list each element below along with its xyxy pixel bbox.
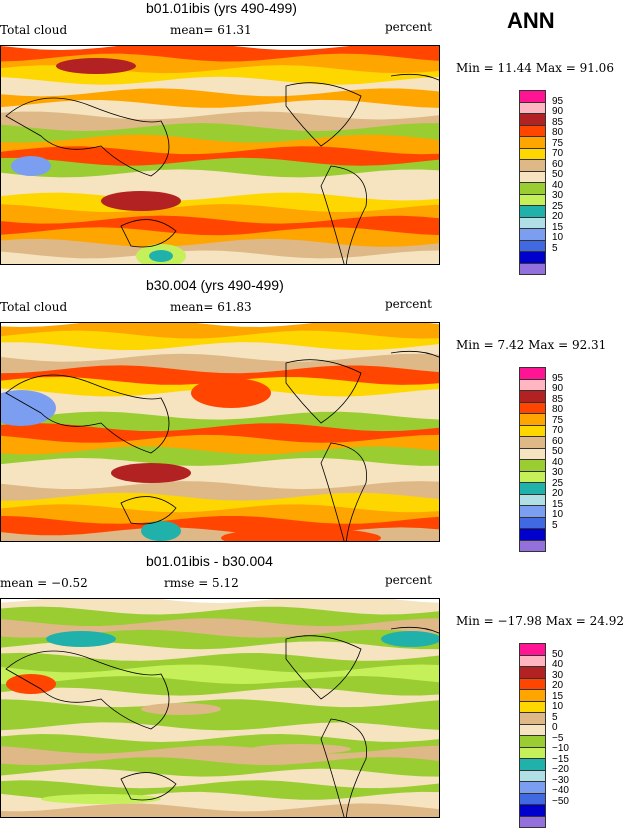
min-max-label: Min = 11.44 Max = 91.06 bbox=[456, 61, 614, 75]
contour-region bbox=[251, 744, 351, 754]
colorbar-tick-label: 10 bbox=[552, 232, 563, 243]
colorbar-tick-label: 70 bbox=[552, 148, 563, 159]
contour-region bbox=[149, 250, 173, 262]
panel-left-label: mean = −0.52 bbox=[0, 576, 88, 590]
colorbar-tick-label: 5 bbox=[552, 520, 558, 531]
colorbar-tick-label: −30 bbox=[552, 775, 569, 786]
colorbar-tick-label: 15 bbox=[552, 499, 563, 510]
panel-left-label: Total cloud bbox=[0, 23, 67, 37]
colorbar-tick-label: −20 bbox=[552, 764, 569, 775]
colorbar-tick-label: 15 bbox=[552, 222, 563, 233]
colorbar-tick-label: 50 bbox=[552, 446, 563, 457]
colorbar bbox=[519, 368, 546, 552]
colorbar-tick-label: 75 bbox=[552, 138, 563, 149]
colorbar-tick-label: 10 bbox=[552, 509, 563, 520]
colorbar-tick-label: −40 bbox=[552, 785, 569, 796]
contour-region bbox=[191, 378, 271, 408]
colorbar-tick-label: 20 bbox=[552, 488, 563, 499]
panel-center-label: mean= 61.83 bbox=[170, 300, 252, 314]
min-max-label: Min = 7.42 Max = 92.31 bbox=[456, 338, 606, 352]
colorbar-tick-label: 30 bbox=[552, 467, 563, 478]
colorbar-tick-label: 30 bbox=[552, 670, 563, 681]
panel-title: b01.01ibis - b30.004 bbox=[146, 553, 273, 569]
colorbar-tick-label: 5 bbox=[552, 712, 558, 723]
contour-map bbox=[0, 598, 440, 818]
contour-region bbox=[41, 794, 161, 804]
contour-region bbox=[46, 631, 116, 647]
units-label: percent bbox=[385, 297, 432, 311]
colorbar-tick-label: 80 bbox=[552, 404, 563, 415]
colorbar-tick-label: 60 bbox=[552, 436, 563, 447]
colorbar-tick-label: 20 bbox=[552, 680, 563, 691]
colorbar-tick-label: −10 bbox=[552, 743, 569, 754]
season-label: ANN bbox=[507, 8, 555, 34]
colorbar bbox=[519, 644, 546, 828]
colorbar-tick-label: 75 bbox=[552, 415, 563, 426]
colorbar-tick-label: 40 bbox=[552, 457, 563, 468]
colorbar-tick-label: 30 bbox=[552, 190, 563, 201]
colorbar-tick-label: 90 bbox=[552, 383, 563, 394]
contour-region bbox=[11, 156, 51, 176]
colorbar-tick-label: 70 bbox=[552, 425, 563, 436]
colorbar-tick-label: 95 bbox=[552, 373, 563, 384]
colorbar-tick-label: 25 bbox=[552, 201, 563, 212]
colorbar-tick-label: 40 bbox=[552, 180, 563, 191]
colorbar-tick-label: 50 bbox=[552, 169, 563, 180]
units-label: percent bbox=[385, 20, 432, 34]
panel-center-label: rmse = 5.12 bbox=[164, 576, 239, 590]
colorbar-tick-label: −50 bbox=[552, 796, 569, 807]
colorbar-tick-label: 0 bbox=[552, 722, 558, 733]
colorbar-tick-label: 85 bbox=[552, 394, 563, 405]
colorbar-tick-label: 80 bbox=[552, 127, 563, 138]
colorbar-tick-label: 15 bbox=[552, 691, 563, 702]
colorbar-tick-label: 20 bbox=[552, 211, 563, 222]
colorbar-tick-label: 10 bbox=[552, 701, 563, 712]
colorbar-tick-label: 25 bbox=[552, 478, 563, 489]
colorbar-tick-label: 95 bbox=[552, 96, 563, 107]
contour-region bbox=[101, 191, 181, 211]
contour-region bbox=[381, 631, 440, 647]
panel-title: b30.004 (yrs 490-499) bbox=[146, 277, 284, 293]
colorbar bbox=[519, 91, 546, 275]
contour-region bbox=[111, 463, 191, 483]
contour-region bbox=[56, 58, 136, 74]
contour-map bbox=[0, 322, 440, 542]
colorbar-swatch bbox=[519, 540, 546, 553]
colorbar-tick-label: 85 bbox=[552, 117, 563, 128]
panel-left-label: Total cloud bbox=[0, 300, 67, 314]
colorbar-tick-label: 60 bbox=[552, 159, 563, 170]
contour-map bbox=[0, 45, 440, 265]
colorbar-tick-label: −5 bbox=[552, 733, 563, 744]
contour-region bbox=[6, 674, 56, 694]
colorbar-tick-label: −15 bbox=[552, 754, 569, 765]
colorbar-tick-label: 50 bbox=[552, 649, 563, 660]
colorbar-tick-label: 90 bbox=[552, 106, 563, 117]
min-max-label: Min = −17.98 Max = 24.92 bbox=[456, 614, 624, 628]
contour-region bbox=[141, 703, 221, 715]
units-label: percent bbox=[385, 573, 432, 587]
panel-title: b01.01ibis (yrs 490-499) bbox=[146, 0, 297, 16]
colorbar-tick-label: 40 bbox=[552, 659, 563, 670]
colorbar-swatch bbox=[519, 263, 546, 276]
panel-center-label: mean= 61.31 bbox=[170, 23, 252, 37]
colorbar-swatch bbox=[519, 816, 546, 828]
colorbar-tick-label: 5 bbox=[552, 243, 558, 254]
